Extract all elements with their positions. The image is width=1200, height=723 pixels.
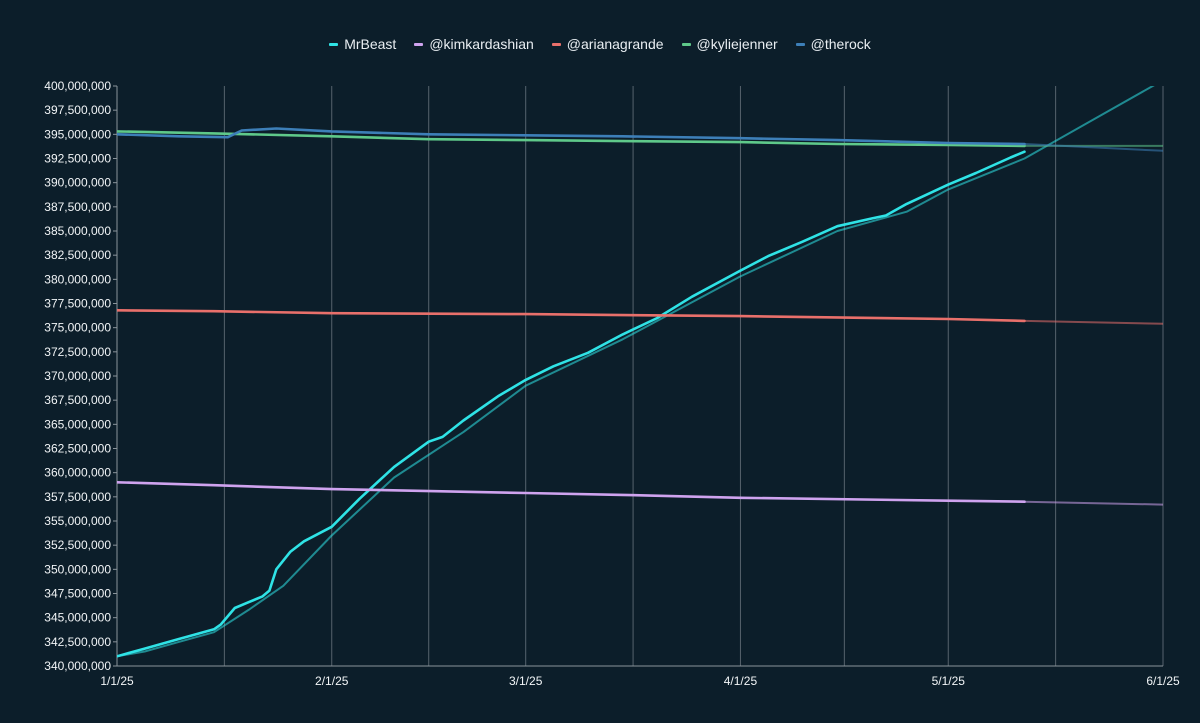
legend-swatch <box>551 42 561 46</box>
y-tick-label: 357,500,000 <box>44 490 111 504</box>
series-line-therock <box>117 127 1026 146</box>
trendline-arianagrande <box>1023 319 1163 325</box>
y-tick-label: 382,500,000 <box>44 248 111 262</box>
y-tick-label: 365,000,000 <box>44 417 111 431</box>
y-tick-label: 400,000,000 <box>44 79 111 93</box>
y-tick-label: 340,000,000 <box>44 659 111 673</box>
legend-swatch <box>329 42 339 46</box>
legend-label: @arianagrande <box>566 36 664 52</box>
y-tick-label: 395,000,000 <box>44 127 111 141</box>
x-tick-label: 5/1/25 <box>932 674 966 688</box>
legend-label: @kyliejenner <box>696 36 778 52</box>
y-tick-label: 345,000,000 <box>44 611 111 625</box>
y-tick-label: 385,000,000 <box>44 224 111 238</box>
legend-item-arianagrande[interactable]: @arianagrande <box>551 36 664 52</box>
legend-item-mrbeast[interactable]: MrBeast <box>329 36 396 52</box>
legend-swatch <box>414 42 424 46</box>
x-tick-label: 3/1/25 <box>509 674 543 688</box>
y-tick-label: 380,000,000 <box>44 272 111 286</box>
legend-item-therock[interactable]: @therock <box>795 36 871 52</box>
series-line-arianagrande <box>117 309 1026 323</box>
y-tick-label: 352,500,000 <box>44 538 111 552</box>
y-tick-label: 372,500,000 <box>44 345 111 359</box>
y-tick-label: 392,500,000 <box>44 152 111 166</box>
legend-label: MrBeast <box>344 36 397 52</box>
y-tick-label: 342,500,000 <box>44 635 111 649</box>
series-line-mrbeast <box>117 150 1026 658</box>
y-tick-label: 390,000,000 <box>44 176 111 190</box>
y-tick-label: 397,500,000 <box>44 103 111 117</box>
y-tick-label: 362,500,000 <box>44 442 111 456</box>
y-tick-label: 367,500,000 <box>44 393 111 407</box>
x-tick-label: 1/1/25 <box>100 674 134 688</box>
trendline-kimkardashian <box>1023 500 1163 506</box>
y-tick-label: 350,000,000 <box>44 562 111 576</box>
series-line-kyliejenner <box>117 130 1026 148</box>
legend-swatch <box>681 42 691 46</box>
y-tick-label: 375,000,000 <box>44 321 111 335</box>
y-tick-label: 360,000,000 <box>44 466 111 480</box>
legend-item-kyliejenner[interactable]: @kyliejenner <box>681 36 778 52</box>
legend-label: @therock <box>810 36 871 52</box>
trendline-mrbeast <box>117 86 1155 658</box>
trendline-therock <box>1023 143 1163 152</box>
legend-swatch <box>795 42 805 46</box>
series-line-kimkardashian <box>117 481 1026 503</box>
y-tick-label: 355,000,000 <box>44 514 111 528</box>
series-group <box>117 86 1163 658</box>
legend-item-kimkardashian[interactable]: @kimkardashian <box>414 36 534 52</box>
y-tick-label: 347,500,000 <box>44 587 111 601</box>
y-tick-label: 377,500,000 <box>44 297 111 311</box>
x-tick-label: 2/1/25 <box>315 674 349 688</box>
x-tick-label: 6/1/25 <box>1146 674 1180 688</box>
y-tick-label: 370,000,000 <box>44 369 111 383</box>
y-tick-label: 387,500,000 <box>44 200 111 214</box>
legend-label: @kimkardashian <box>429 36 534 52</box>
chart-legend: MrBeast @kimkardashian @arianagrande @kylie… <box>0 34 1200 54</box>
x-tick-label: 4/1/25 <box>724 674 758 688</box>
